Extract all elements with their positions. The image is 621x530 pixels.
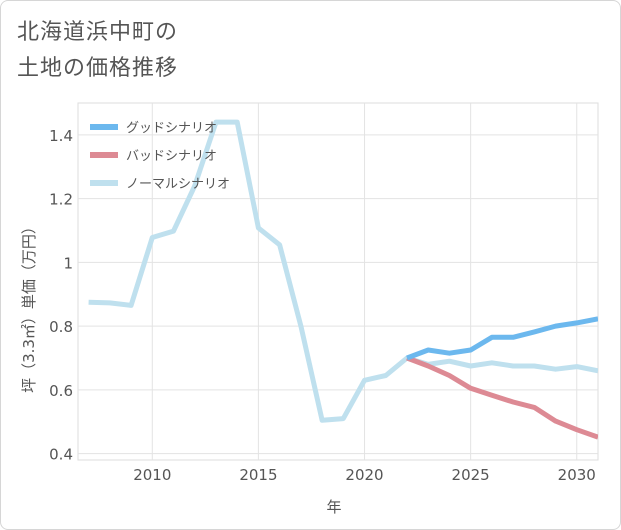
legend-item: ノーマルシナリオ	[90, 177, 230, 192]
series-line-2	[88, 119, 598, 423]
legend-label: バッドシナリオ	[126, 149, 217, 164]
x-tick-label: 2010	[133, 466, 171, 484]
x-tick-label: 2020	[345, 466, 383, 484]
chart-title-line-1: 北海道浜中町の	[17, 20, 179, 45]
x-tick-label: 2025	[452, 466, 490, 484]
y-tick-label: 1.4	[49, 127, 73, 145]
y-tick-label: 1.2	[49, 191, 73, 209]
y-tick-label: 1	[63, 254, 73, 272]
grid-lines	[77, 102, 599, 461]
legend-item: バッドシナリオ	[90, 149, 217, 164]
series-line-1	[406, 355, 598, 440]
chart-title-line-2: 土地の価格推移	[17, 56, 179, 81]
x-tick-label: 2015	[239, 466, 277, 484]
series-line-0	[406, 316, 598, 361]
x-tick-label: 2030	[558, 466, 596, 484]
y-tick-label: 0.4	[49, 446, 73, 464]
series-lines	[88, 119, 598, 440]
x-axis-label: 年	[326, 498, 341, 516]
legend-label: グッドシナリオ	[126, 121, 217, 136]
legend-label: ノーマルシナリオ	[126, 177, 230, 192]
plot-frame	[77, 102, 599, 461]
chart-title: 北海道浜中町の 土地の価格推移	[17, 15, 178, 87]
y-axis-label: 坪（3.3㎡）単価（万円）	[20, 219, 38, 393]
legend-item: グッドシナリオ	[90, 121, 217, 136]
y-tick-label: 0.8	[49, 318, 73, 336]
y-tick-label: 0.6	[49, 382, 73, 400]
axes: 0.4 0.6 0.8 1 1.2 1.4 2010 2015 2020 2025 2030	[49, 127, 596, 484]
